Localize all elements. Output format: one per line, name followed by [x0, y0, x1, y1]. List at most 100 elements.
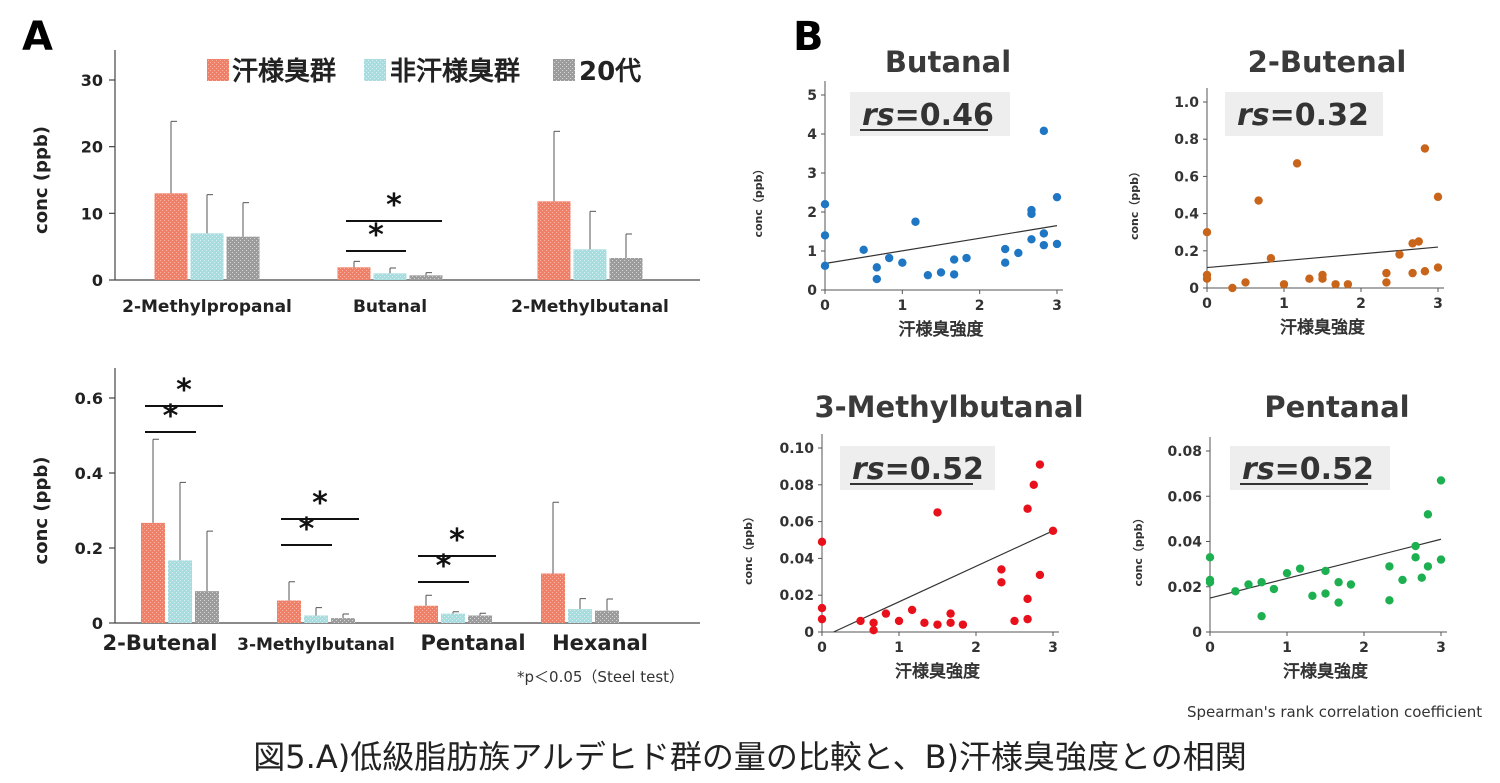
data-point: [1023, 504, 1032, 513]
scatter-title: Butanal: [885, 45, 1011, 79]
panel-label-b: B: [793, 14, 824, 60]
data-point: [1023, 594, 1032, 604]
rs-value: rs=0.46: [862, 98, 994, 133]
data-point: [817, 537, 827, 547]
data-point: [1052, 192, 1062, 202]
bar-pentanal-series-1: [441, 613, 465, 623]
y-tick-label: 0.06: [1167, 489, 1202, 505]
y-tick-label: 1.0: [1174, 95, 1199, 111]
data-point: [1334, 578, 1343, 587]
data-point: [1382, 268, 1391, 278]
data-point: [949, 270, 959, 279]
data-point: [820, 200, 830, 209]
data-point: [1382, 278, 1391, 287]
data-point: [1420, 267, 1430, 276]
bar-3-methylbutanal-series-2: [331, 618, 355, 623]
data-point: [1331, 280, 1340, 289]
y-tick-label: 0: [804, 625, 814, 641]
category-label-butanal: Butanal: [353, 297, 427, 317]
data-point: [1269, 584, 1279, 594]
data-point: [1241, 278, 1250, 287]
bar-butanal-series-2: [409, 275, 443, 280]
scatter-title: Pentanal: [1264, 390, 1409, 424]
x-axis-title: 汗様臭強度: [895, 661, 981, 682]
bar-butanal-series-1: [373, 273, 407, 280]
y-tick-label: 0.4: [1174, 207, 1199, 223]
data-point: [1411, 541, 1420, 551]
data-point: [933, 508, 942, 517]
bar-chart-bottom: 0 0.2 0.4 0.6 conc (ppb) 2-Butenal 3-Methylbut…: [31, 368, 700, 655]
x-tick-label: 1: [1282, 640, 1292, 656]
rs-value: rs=0.52: [1242, 452, 1374, 487]
data-point: [1010, 616, 1019, 626]
x-axis-title: 汗様臭強度: [1280, 317, 1366, 338]
trend-line: [824, 225, 1058, 265]
data-point: [1398, 575, 1407, 585]
data-point: [1433, 263, 1443, 272]
x-axis-title: 汗様臭強度: [1283, 661, 1369, 682]
significance-star: *: [386, 188, 402, 223]
bar-2-methylbutanal-series-0: [537, 201, 571, 280]
data-point: [907, 605, 917, 615]
data-point: [1231, 587, 1240, 596]
data-point: [1205, 553, 1215, 562]
y-tick-label: 0.02: [779, 588, 814, 604]
data-point: [1228, 283, 1237, 293]
data-point: [997, 565, 1006, 574]
bar-2-methylpropanal-series-1: [190, 233, 224, 280]
y-tick-label: 1: [807, 244, 817, 260]
data-point: [1334, 598, 1343, 607]
data-point: [1039, 229, 1049, 238]
x-tick-label: 0: [820, 298, 830, 314]
data-point: [1205, 578, 1215, 587]
x-tick-label: 2: [975, 298, 985, 314]
data-point: [1321, 589, 1330, 598]
y-tick-label: 0.08: [779, 478, 814, 494]
figure-caption: 図5.A)低級脂肪族アルデヒド群の量の比較と、B)汗様臭強度との相関: [253, 738, 1246, 776]
bar-2-butenal-series-1: [168, 560, 192, 623]
x-tick-label: 1: [894, 640, 904, 656]
x-tick-label: 1: [897, 298, 907, 314]
y-tick-label: 0.2: [75, 539, 103, 558]
x-tick-label: 1: [1279, 296, 1289, 312]
rs-symbol: rs: [852, 452, 885, 487]
rs-number: =0.52: [1275, 452, 1374, 487]
y-tick-label: 10: [81, 204, 103, 223]
trend-line: [1206, 246, 1439, 269]
scatter-title: 3-Methylbutanal: [814, 390, 1083, 424]
bar-2-methylpropanal-series-2: [226, 236, 260, 280]
data-point: [933, 620, 942, 629]
legend: 汗様臭群 非汗様臭群 20代: [207, 56, 641, 87]
y-axis-title: conc（ppb）: [1132, 512, 1145, 586]
data-point: [872, 263, 882, 272]
data-point: [1039, 240, 1049, 250]
data-point: [817, 614, 827, 624]
bar-2-butenal-series-2: [195, 591, 219, 623]
data-point: [1423, 562, 1433, 571]
significance-star: *: [312, 486, 328, 521]
bar-hexanal-series-2: [595, 610, 619, 623]
y-axis-title: conc（ppb）: [752, 163, 765, 237]
category-label-2-methylpropanal: 2-Methylpropanal: [122, 297, 292, 317]
bar-butanal-series-0: [337, 267, 371, 280]
bar-hexanal-series-0: [541, 573, 565, 623]
y-axis-title: conc（ppb）: [1128, 166, 1141, 240]
category-label-pentanal: Pentanal: [420, 631, 525, 655]
y-axis-title: conc（ppb）: [742, 511, 755, 585]
data-point: [1295, 564, 1305, 573]
data-point: [1321, 566, 1330, 576]
legend-swatch-nonsweat: [364, 59, 386, 81]
data-point: [1048, 526, 1058, 535]
data-point: [1282, 568, 1292, 578]
bar-3-methylbutanal-series-1: [304, 615, 328, 623]
category-label-2-methylbutanal: 2-Methylbutanal: [511, 297, 669, 317]
rs-box: [840, 446, 995, 490]
significance-star: *: [449, 523, 465, 558]
legend-swatch-twenties: [553, 59, 575, 81]
data-point: [1385, 562, 1394, 571]
legend-label-nonsweat: 非汗様臭群: [390, 56, 520, 87]
data-point: [1423, 510, 1433, 519]
y-tick-label: 0.10: [779, 441, 814, 457]
x-axis-title: 汗様臭強度: [899, 319, 985, 340]
data-point: [869, 618, 878, 627]
